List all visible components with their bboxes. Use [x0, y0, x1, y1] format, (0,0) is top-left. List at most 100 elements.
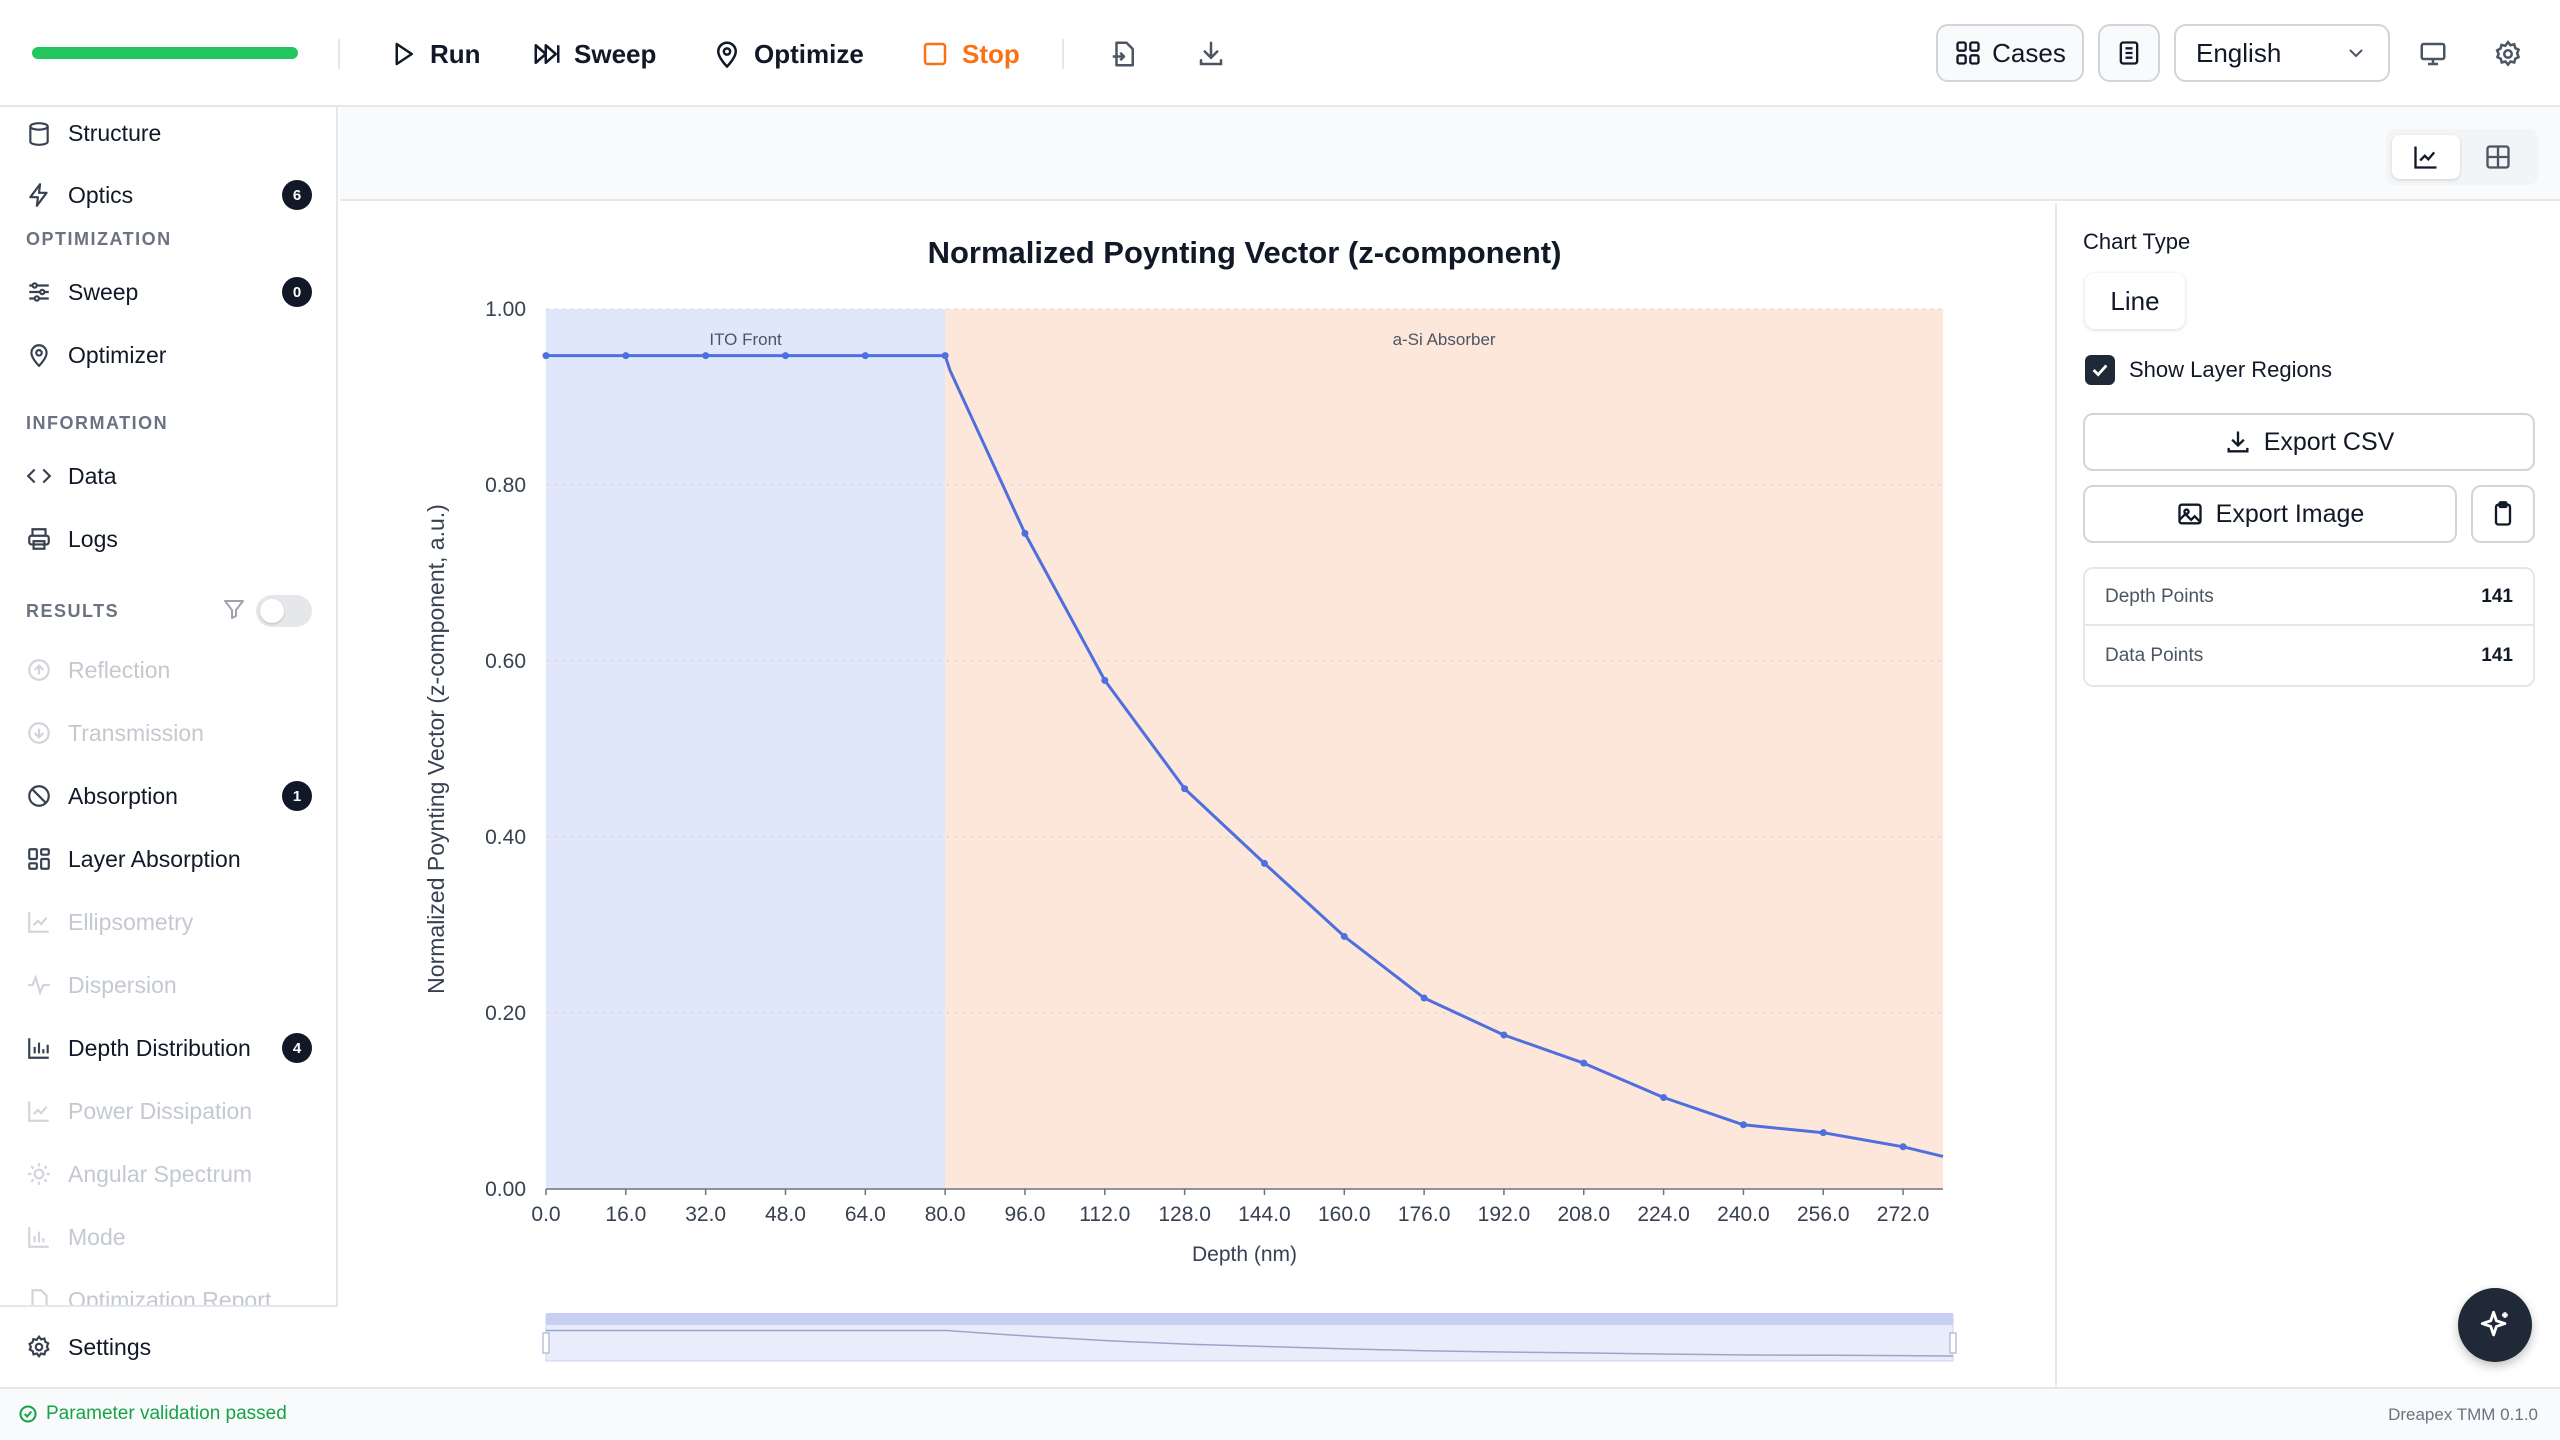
- sidebar-item-label: Optics: [68, 181, 134, 208]
- optimize-button[interactable]: Optimize: [712, 30, 864, 78]
- sidebar-item-sweep[interactable]: Sweep 0: [26, 270, 312, 314]
- section-title-information: INFORMATION: [26, 413, 169, 433]
- stop-button[interactable]: Stop: [920, 30, 1020, 78]
- grid-icon: [1956, 41, 1980, 65]
- optimize-label: Optimize: [754, 38, 864, 69]
- display-button[interactable]: [2413, 34, 2453, 74]
- ai-assistant-button[interactable]: [2458, 1288, 2532, 1362]
- validation-message: Parameter validation passed: [46, 1403, 287, 1424]
- clipboard-icon: [2494, 501, 2512, 526]
- x-tick-label: 240.0: [1717, 1203, 1770, 1226]
- sidebar-item-label: Layer Absorption: [68, 845, 241, 872]
- sidebar-item-angular-spectrum[interactable]: Angular Spectrum: [26, 1152, 312, 1196]
- data-point: [1021, 529, 1029, 537]
- table-view-tab[interactable]: [2464, 135, 2532, 179]
- y-tick-label: 0.00: [485, 1178, 526, 1201]
- filter-icon[interactable]: [222, 597, 246, 621]
- sidebar-item-settings[interactable]: Settings: [26, 1325, 312, 1369]
- y-tick-label: 1.00: [485, 298, 526, 321]
- activity-icon: [28, 974, 50, 996]
- zoom-slider-bar: [546, 1313, 1953, 1325]
- sparkle-icon: [2480, 1310, 2508, 1337]
- chevron-down-icon: [2349, 49, 2363, 58]
- run-button[interactable]: Run: [388, 30, 481, 78]
- data-point: [1739, 1121, 1747, 1129]
- export-image-label: Export Image: [2215, 499, 2365, 528]
- show-layer-regions-label: Show Layer Regions: [2129, 357, 2333, 382]
- sidebar-item-optics[interactable]: Optics 6: [26, 173, 312, 217]
- stat-label: Data Points: [2105, 644, 2204, 666]
- sidebar-item-dispersion[interactable]: Dispersion: [26, 963, 312, 1007]
- sidebar-item-depth-distribution[interactable]: Depth Distribution 4: [26, 1026, 312, 1070]
- map-pin-icon: [716, 41, 738, 69]
- sidebar-footer: Settings: [0, 1305, 338, 1387]
- trend-chart-icon: [28, 1101, 49, 1122]
- download-button[interactable]: [1191, 34, 1231, 74]
- section-title-results: RESULTS: [26, 601, 120, 621]
- data-point: [622, 352, 630, 360]
- notes-button[interactable]: [2098, 24, 2160, 82]
- import-button[interactable]: [1104, 34, 1144, 74]
- stop-square-icon: [923, 42, 947, 66]
- data-point: [1420, 994, 1428, 1002]
- x-tick-label: 128.0: [1158, 1203, 1211, 1226]
- check-circle-icon: [19, 1405, 37, 1423]
- sidebar-item-optimizer[interactable]: Optimizer: [26, 333, 312, 377]
- export-image-button[interactable]: Export Image: [2083, 485, 2457, 543]
- run-label: Run: [430, 38, 481, 69]
- gear-icon: [2495, 40, 2521, 67]
- x-tick-label: 192.0: [1478, 1203, 1531, 1226]
- settings-button[interactable]: [2488, 34, 2528, 74]
- x-tick-label: 48.0: [765, 1203, 806, 1226]
- code-icon: [26, 468, 52, 484]
- sidebar-item-transmission[interactable]: Transmission: [26, 711, 312, 755]
- export-csv-label: Export CSV: [2263, 427, 2395, 456]
- sidebar-item-label: Absorption: [68, 782, 178, 809]
- x-tick-label: 144.0: [1238, 1203, 1291, 1226]
- language-select[interactable]: English: [2174, 24, 2390, 82]
- sidebar-item-data[interactable]: Data: [26, 454, 312, 498]
- chart-type-option-line[interactable]: Line: [2085, 273, 2185, 329]
- sweep-button[interactable]: Sweep: [532, 30, 656, 78]
- sidebar-item-power-dissipation[interactable]: Power Dissipation: [26, 1089, 312, 1133]
- sidebar-item-structure[interactable]: Structure: [26, 111, 312, 147]
- play-icon: [395, 42, 413, 66]
- layer-region-label: ITO Front: [709, 330, 782, 349]
- data-point: [542, 352, 550, 360]
- layer-region: [546, 309, 946, 1189]
- layer-region: [945, 309, 1943, 1189]
- y-tick-label: 0.40: [485, 826, 526, 849]
- chart-settings-panel: Chart Type Line Show Layer Regions Expor…: [2055, 203, 2560, 1387]
- download-icon: [2227, 431, 2249, 453]
- copy-clipboard-button[interactable]: [2471, 485, 2535, 543]
- export-csv-button[interactable]: Export CSV: [2083, 413, 2535, 471]
- poynting-chart[interactable]: ITO Front a-Si Absorber 0.00 0.20 0.40 0.60 0.…: [340, 203, 2055, 1387]
- sidebar-item-label: Data: [68, 462, 117, 489]
- cases-button[interactable]: Cases: [1936, 24, 2084, 82]
- results-filter-toggle[interactable]: [256, 595, 312, 627]
- sidebar-item-mode[interactable]: Mode: [26, 1215, 312, 1259]
- data-point: [941, 352, 949, 360]
- sidebar-item-label: Ellipsometry: [68, 908, 194, 935]
- y-tick-label: 0.60: [485, 650, 526, 673]
- data-point: [1899, 1143, 1907, 1151]
- sidebar-item-absorption[interactable]: Absorption 1: [26, 774, 312, 818]
- line-chart-icon: [2414, 146, 2437, 169]
- count-badge: 1: [282, 781, 312, 811]
- arrow-down-circle-icon: [28, 722, 50, 744]
- sidebar-item-layer-absorption[interactable]: Layer Absorption: [26, 837, 312, 881]
- x-tick-label: 272.0: [1877, 1203, 1930, 1226]
- data-point: [1340, 932, 1348, 940]
- sidebar-item-ellipsometry[interactable]: Ellipsometry: [26, 900, 312, 944]
- sidebar-item-label: Depth Distribution: [68, 1034, 251, 1061]
- status-bar: Parameter validation passed Dreapex TMM …: [0, 1387, 2560, 1440]
- show-layer-regions-row[interactable]: Show Layer Regions: [2085, 355, 2332, 385]
- download-icon: [1199, 41, 1223, 66]
- data-point: [1819, 1129, 1827, 1137]
- chart-view-tab[interactable]: [2392, 135, 2460, 179]
- check-icon: [2092, 364, 2108, 377]
- sidebar-item-reflection[interactable]: Reflection: [26, 648, 312, 692]
- sidebar-item-logs[interactable]: Logs: [26, 517, 312, 561]
- count-badge: 0: [282, 277, 312, 307]
- show-layer-regions-checkbox[interactable]: [2085, 355, 2115, 385]
